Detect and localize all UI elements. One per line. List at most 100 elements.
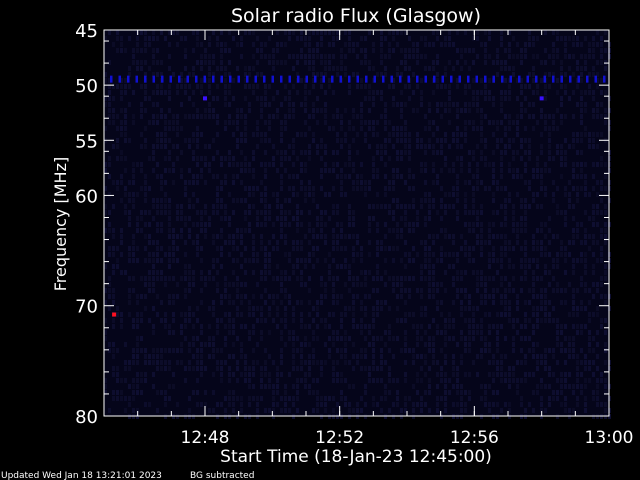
heatmap-cell <box>300 378 303 383</box>
heatmap-cell <box>368 294 371 299</box>
heatmap-cell <box>352 162 355 167</box>
heatmap-cell <box>412 276 415 281</box>
heatmap-cell <box>276 42 279 47</box>
heatmap-cell <box>496 312 499 317</box>
heatmap-cell <box>232 120 235 125</box>
heatmap-cell <box>384 330 387 335</box>
heatmap-cell <box>436 258 439 263</box>
heatmap-cell <box>164 126 167 131</box>
heatmap-cell <box>296 216 299 221</box>
heatmap-cell <box>564 222 567 227</box>
heatmap-cell <box>364 180 367 185</box>
heatmap-cell <box>428 378 431 383</box>
heatmap-cell <box>496 180 499 185</box>
heatmap-cell <box>172 384 175 389</box>
heatmap-cell <box>496 120 499 125</box>
heatmap-cell <box>472 324 475 329</box>
heatmap-cell <box>384 144 387 149</box>
heatmap-cell <box>328 396 331 401</box>
heatmap-cell <box>456 402 459 407</box>
heatmap-cell <box>360 324 363 329</box>
heatmap-cell <box>488 330 491 335</box>
heatmap-cell <box>308 258 311 263</box>
heatmap-cell <box>152 144 155 149</box>
heatmap-cell <box>544 366 547 371</box>
heatmap-cell <box>476 354 479 359</box>
heatmap-cell <box>320 318 323 323</box>
heatmap-cell <box>412 198 415 203</box>
interference-band-mark <box>178 75 181 83</box>
heatmap-cell <box>584 378 587 383</box>
heatmap-cell <box>288 108 291 113</box>
heatmap-cell <box>504 90 507 95</box>
heatmap-cell <box>464 246 467 251</box>
heatmap-cell <box>452 240 455 245</box>
heatmap-cell <box>376 192 379 197</box>
heatmap-cell <box>132 408 135 413</box>
heatmap-cell <box>224 96 227 101</box>
heatmap-cell <box>236 234 239 239</box>
heatmap-cell <box>288 294 291 299</box>
heatmap-cell <box>412 312 415 317</box>
heatmap-cell <box>540 174 543 179</box>
heatmap-cell <box>468 246 471 251</box>
heatmap-cell <box>420 198 423 203</box>
heatmap-cell <box>144 246 147 251</box>
heatmap-cell <box>236 42 239 47</box>
heatmap-cell <box>228 372 231 377</box>
heatmap-cell <box>412 348 415 353</box>
heatmap-cell <box>196 174 199 179</box>
heatmap-cell <box>476 174 479 179</box>
heatmap-cell <box>484 162 487 167</box>
heatmap-cell <box>164 180 167 185</box>
heatmap-cell <box>228 240 231 245</box>
heatmap-cell <box>456 210 459 215</box>
heatmap-cell <box>160 84 163 89</box>
heatmap-cell <box>152 156 155 161</box>
heatmap-cell <box>304 150 307 155</box>
heatmap-cell <box>268 378 271 383</box>
heatmap-cell <box>140 216 143 221</box>
heatmap-cell <box>360 330 363 335</box>
heatmap-cell <box>348 288 351 293</box>
heatmap-cell <box>380 144 383 149</box>
heatmap-cell <box>384 204 387 209</box>
heatmap-cell <box>564 48 567 53</box>
heatmap-cell <box>464 126 467 131</box>
heatmap-cell <box>316 96 319 101</box>
heatmap-cell <box>164 114 167 119</box>
heatmap-cell <box>228 402 231 407</box>
heatmap-cell <box>200 78 203 83</box>
spectrogram-plot-area <box>104 30 611 419</box>
heatmap-cell <box>192 336 195 341</box>
heatmap-cell <box>160 30 163 35</box>
heatmap-cell <box>116 264 119 269</box>
heatmap-cell <box>572 90 575 95</box>
heatmap-cell <box>532 66 535 71</box>
heatmap-cell <box>288 330 291 335</box>
heatmap-cell <box>188 114 191 119</box>
heatmap-cell <box>332 330 335 335</box>
heatmap-cell <box>516 192 519 197</box>
heatmap-cell <box>136 216 139 221</box>
heatmap-cell <box>352 258 355 263</box>
heatmap-cell <box>372 348 375 353</box>
heatmap-cell <box>120 234 123 239</box>
heatmap-cell <box>416 342 419 347</box>
heatmap-cell <box>316 390 319 395</box>
heatmap-cell <box>300 36 303 41</box>
heatmap-cell <box>348 156 351 161</box>
heatmap-cell <box>424 66 427 71</box>
heatmap-cell <box>168 258 171 263</box>
heatmap-cell <box>532 276 535 281</box>
heatmap-cell <box>540 246 543 251</box>
heatmap-cell <box>308 42 311 47</box>
heatmap-cell <box>200 60 203 65</box>
heatmap-cell <box>604 60 607 65</box>
heatmap-cell <box>600 228 603 233</box>
heatmap-cell <box>196 360 199 365</box>
heatmap-cell <box>420 102 423 107</box>
heatmap-cell <box>448 120 451 125</box>
heatmap-cell <box>128 72 131 77</box>
plot-frame <box>103 29 610 417</box>
